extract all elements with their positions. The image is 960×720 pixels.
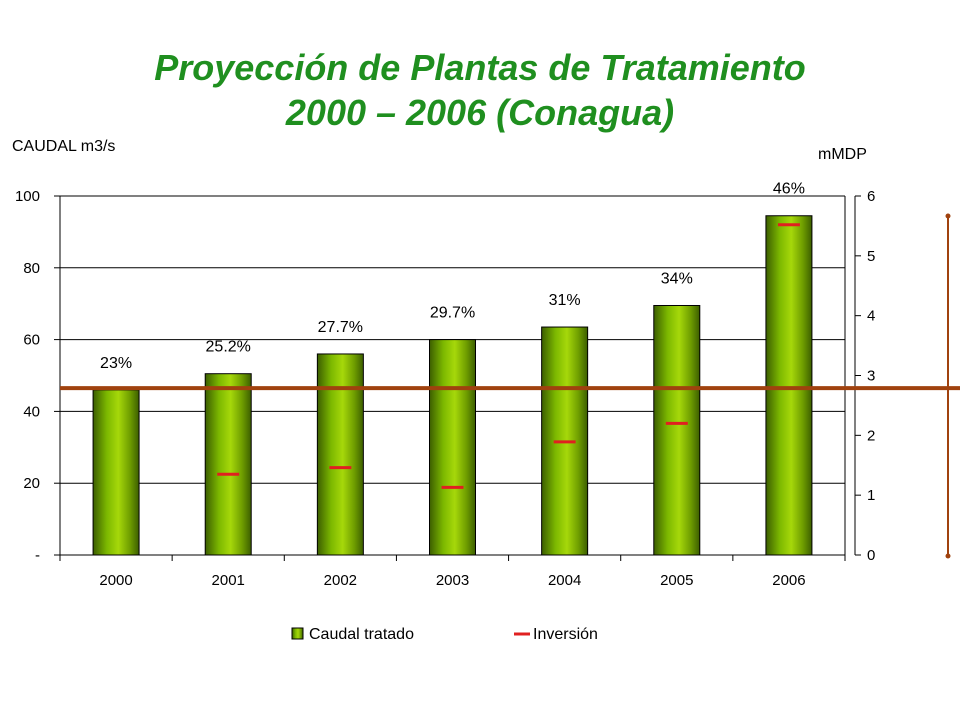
bar-data-label: 25.2% [206, 339, 251, 356]
y2-tick-label: 2 [867, 427, 875, 444]
bar-data-label: 29.7% [430, 305, 475, 322]
legend-label-caudal: Caudal tratado [309, 626, 414, 643]
bar [765, 215, 813, 556]
bar [204, 373, 252, 556]
bar [429, 339, 476, 556]
y2-tick-label: 3 [867, 368, 875, 385]
y2-tick-label: 5 [867, 248, 875, 265]
chart-title-line1: Proyección de Plantas de Tratamiento [154, 47, 806, 88]
y2-tick-label: 1 [867, 487, 875, 504]
chart-title-line2: 2000 – 2006 (Conagua) [285, 92, 675, 133]
x-tick-label: 2006 [772, 572, 805, 589]
bar [316, 353, 364, 556]
legend-swatch-caudal [291, 627, 304, 640]
y-axis-label: CAUDAL m3/s [12, 138, 116, 155]
y2-axis-label: mMDP [818, 146, 867, 163]
bar-data-label: 27.7% [318, 319, 363, 336]
bar-data-label: 31% [549, 292, 581, 309]
x-tick-label: 2003 [436, 572, 469, 589]
bar [92, 389, 140, 556]
bar-data-label: 23% [100, 355, 132, 372]
y-tick-label: 100 [15, 188, 40, 205]
right-bracket-dot [945, 213, 951, 219]
bar-data-label: 34% [661, 270, 693, 287]
y-tick-label: 20 [23, 475, 40, 492]
y-tick-label: - [35, 547, 40, 564]
y2-tick-label: 4 [867, 308, 875, 325]
bar-data-label: 46% [773, 181, 805, 198]
legend-label-inversion: Inversión [533, 626, 598, 643]
right-bracket-dot [945, 553, 951, 559]
y-tick-label: 40 [23, 403, 40, 420]
y2-tick-label: 6 [867, 188, 875, 205]
x-tick-label: 2001 [212, 572, 245, 589]
y-tick-label: 80 [23, 260, 40, 277]
y2-tick-label: 0 [867, 547, 875, 564]
x-tick-label: 2002 [324, 572, 357, 589]
x-tick-label: 2000 [99, 572, 132, 589]
y-tick-label: 60 [23, 332, 40, 349]
x-tick-label: 2004 [548, 572, 581, 589]
bar [653, 304, 701, 556]
x-tick-label: 2005 [660, 572, 693, 589]
